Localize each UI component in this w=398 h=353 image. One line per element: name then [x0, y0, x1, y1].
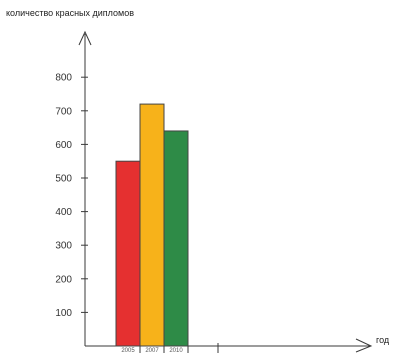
y-tick-label: 500: [55, 174, 72, 185]
bar-2005: [115, 160, 141, 347]
bar-2010: [163, 130, 189, 347]
chart-title: количество красных дипломов: [6, 8, 134, 18]
x-tick-label: 2007: [145, 348, 159, 353]
y-tick-label: 400: [55, 207, 72, 218]
y-tick-label: 200: [55, 274, 72, 285]
y-tick-label: 100: [55, 308, 72, 319]
x-axis-label: год: [376, 335, 390, 345]
x-tick-label: 2005: [121, 348, 135, 353]
y-tick-label: 700: [55, 106, 72, 117]
y-tick-label: 800: [55, 73, 72, 84]
x-tick-label: 2010: [169, 348, 183, 353]
y-axis-arrow: [78, 30, 92, 46]
y-tick-label: 600: [55, 140, 72, 151]
bar-2007: [139, 103, 165, 347]
x-axis-arrow: [355, 338, 373, 353]
y-tick-label: 300: [55, 241, 72, 252]
